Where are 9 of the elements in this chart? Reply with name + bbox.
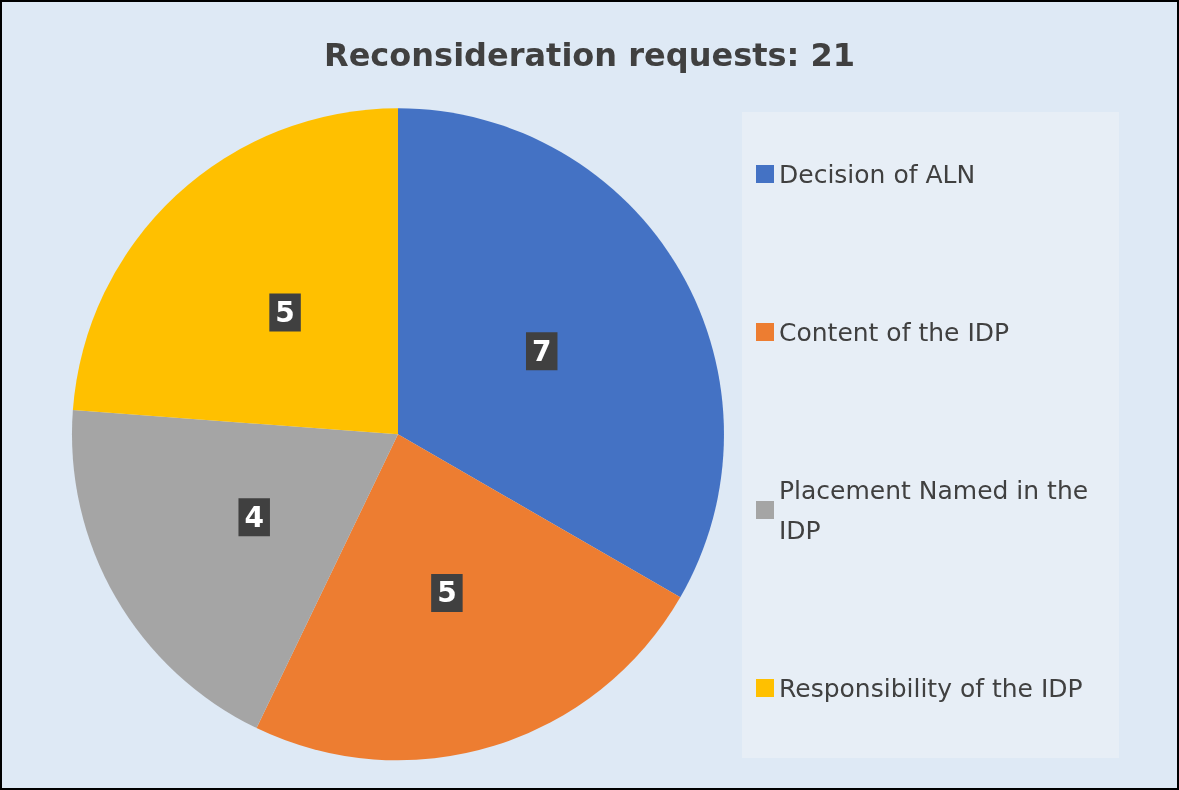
- legend-label: Decision of ALN: [779, 159, 976, 189]
- legend-label: Content of the IDP: [779, 317, 1010, 347]
- data-label: 5: [437, 576, 457, 610]
- legend-label: Placement Named in the IDP: [779, 475, 1097, 545]
- data-label: 4: [244, 500, 264, 534]
- chart-title: Reconsideration requests: 21: [324, 36, 855, 74]
- data-label: 7: [531, 334, 552, 368]
- legend-label: Responsibility of the IDP: [779, 673, 1083, 703]
- data-label: 5: [275, 296, 295, 330]
